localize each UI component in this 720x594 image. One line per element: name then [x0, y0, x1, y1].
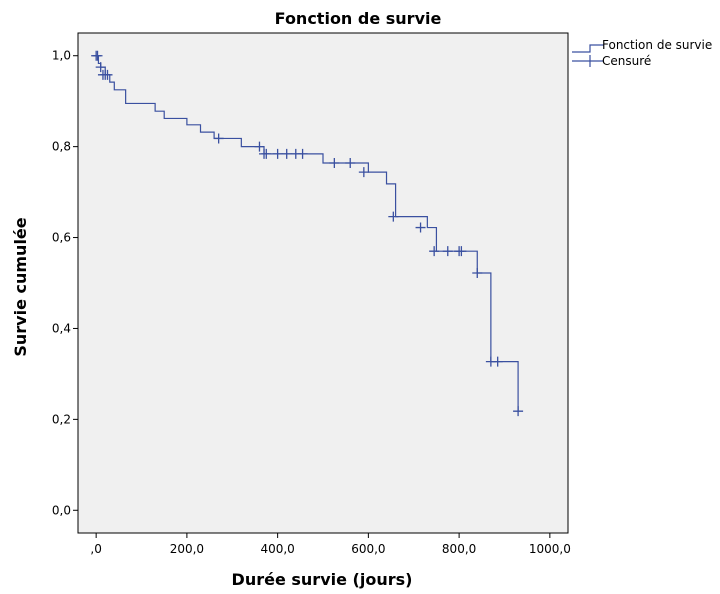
censored-marker — [254, 141, 265, 152]
censored-marker — [513, 406, 524, 417]
censored-marker — [456, 246, 467, 257]
censored-marker — [95, 62, 106, 73]
censored-marker — [358, 167, 369, 178]
censored-marker — [388, 211, 399, 222]
censored-marker — [102, 69, 113, 80]
x-tick-label: ,0 — [90, 542, 101, 556]
y-tick-label: 0,0 — [52, 503, 71, 517]
y-tick-label: 0,6 — [52, 231, 71, 245]
censored-marker — [281, 148, 292, 159]
censored-marker — [297, 148, 308, 159]
x-axis-ticks: ,0 200,0 400,0 600,0 800,0 1000,0 — [90, 533, 571, 556]
censored-marker — [429, 246, 440, 257]
y-axis-ticks: 0,0 0,2 0,4 0,6 0,8 1,0 — [52, 49, 78, 517]
x-tick-label: 400,0 — [260, 542, 294, 556]
chart-title: Fonction de survie — [275, 9, 442, 28]
censored-marker — [272, 148, 283, 159]
x-tick-label: 1000,0 — [529, 542, 571, 556]
censored-marker — [442, 246, 453, 257]
legend-label-censored: Censuré — [602, 54, 651, 68]
y-tick-label: 0,2 — [52, 412, 71, 426]
censored-marker — [92, 50, 103, 61]
x-tick-label: 200,0 — [170, 542, 204, 556]
legend: Fonction de survie Censuré — [572, 38, 712, 68]
x-tick-label: 800,0 — [442, 542, 476, 556]
y-tick-label: 1,0 — [52, 49, 71, 63]
censored-marker — [261, 148, 272, 159]
censored-markers — [91, 50, 524, 417]
y-tick-label: 0,8 — [52, 140, 71, 154]
censored-marker — [345, 158, 356, 168]
legend-line-symbol — [572, 44, 604, 53]
legend-label-survival: Fonction de survie — [602, 38, 712, 52]
censored-marker — [415, 222, 426, 233]
censored-marker — [213, 133, 224, 144]
x-tick-label: 600,0 — [351, 542, 385, 556]
y-axis-label: Survie cumulée — [11, 217, 30, 356]
y-tick-label: 0,4 — [52, 321, 71, 335]
x-axis-label: Durée survie (jours) — [232, 570, 413, 589]
censored-marker — [472, 268, 483, 278]
censored-marker — [329, 158, 340, 168]
plot-area — [77, 32, 569, 534]
censored-marker — [492, 356, 503, 367]
